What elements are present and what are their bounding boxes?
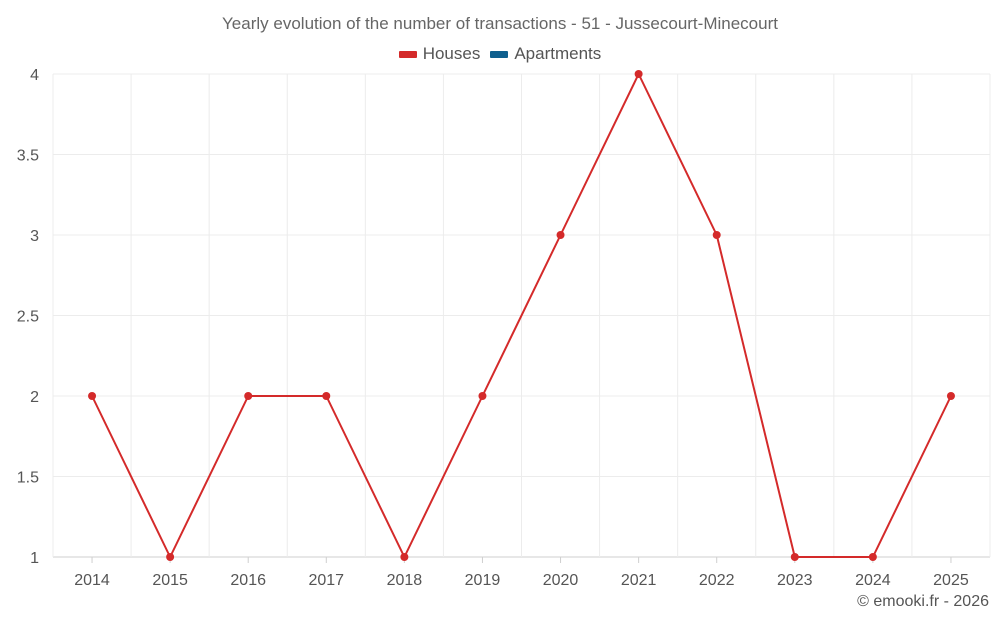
x-tick-label: 2019 xyxy=(465,572,501,589)
x-tick-label: 2015 xyxy=(152,572,188,589)
x-tick-label: 2014 xyxy=(74,572,110,589)
y-tick-label: 4 xyxy=(30,67,39,84)
y-tick-label: 3 xyxy=(30,228,39,245)
y-tick-label: 2 xyxy=(30,389,39,406)
data-point-houses[interactable] xyxy=(556,231,565,239)
x-tick-label: 2025 xyxy=(933,572,969,589)
data-point-houses[interactable] xyxy=(244,392,253,400)
data-point-houses[interactable] xyxy=(634,70,643,78)
data-point-houses[interactable] xyxy=(712,231,721,239)
data-point-houses[interactable] xyxy=(88,392,97,400)
x-tick-label: 2016 xyxy=(230,572,266,589)
x-tick-label: 2018 xyxy=(387,572,423,589)
legend-label-houses: Houses xyxy=(422,44,481,63)
x-tick-label: 2017 xyxy=(308,572,344,589)
series xyxy=(88,70,955,561)
y-tick-label: 3.5 xyxy=(17,148,39,165)
data-point-houses[interactable] xyxy=(868,553,877,561)
legend-swatch-apartments xyxy=(490,50,509,58)
x-tick-label: 2020 xyxy=(543,572,579,589)
credit-text: © emooki.fr - 2026 xyxy=(857,593,989,610)
legend-label-apartments: Apartments xyxy=(514,44,602,63)
data-point-houses[interactable] xyxy=(322,392,331,400)
y-tick-label: 1.5 xyxy=(17,470,39,487)
data-point-houses[interactable] xyxy=(790,553,799,561)
data-point-houses[interactable] xyxy=(946,392,955,400)
legend-swatch-houses xyxy=(398,50,417,58)
data-point-houses[interactable] xyxy=(166,553,175,561)
data-point-houses[interactable] xyxy=(400,553,409,561)
x-tick-label: 2024 xyxy=(855,572,891,589)
y-tick-label: 1 xyxy=(30,550,39,567)
legend-item-houses[interactable]: Houses xyxy=(398,44,481,64)
x-tick-label: 2023 xyxy=(777,572,813,589)
legend-item-apartments[interactable]: Apartments xyxy=(490,44,601,64)
series-line-houses xyxy=(91,73,952,558)
x-tick-label: 2022 xyxy=(699,572,735,589)
chart-title: Yearly evolution of the number of transa… xyxy=(222,14,778,33)
data-point-houses[interactable] xyxy=(478,392,487,400)
x-tick-label: 2021 xyxy=(621,572,657,589)
legend: Houses Apartments xyxy=(0,44,1000,64)
axes: 1 1.5 2 2.5 3 3.5 4 2014 2015 2016 2017 2018 2019 202… xyxy=(17,67,969,589)
y-tick-label: 2.5 xyxy=(17,309,39,326)
